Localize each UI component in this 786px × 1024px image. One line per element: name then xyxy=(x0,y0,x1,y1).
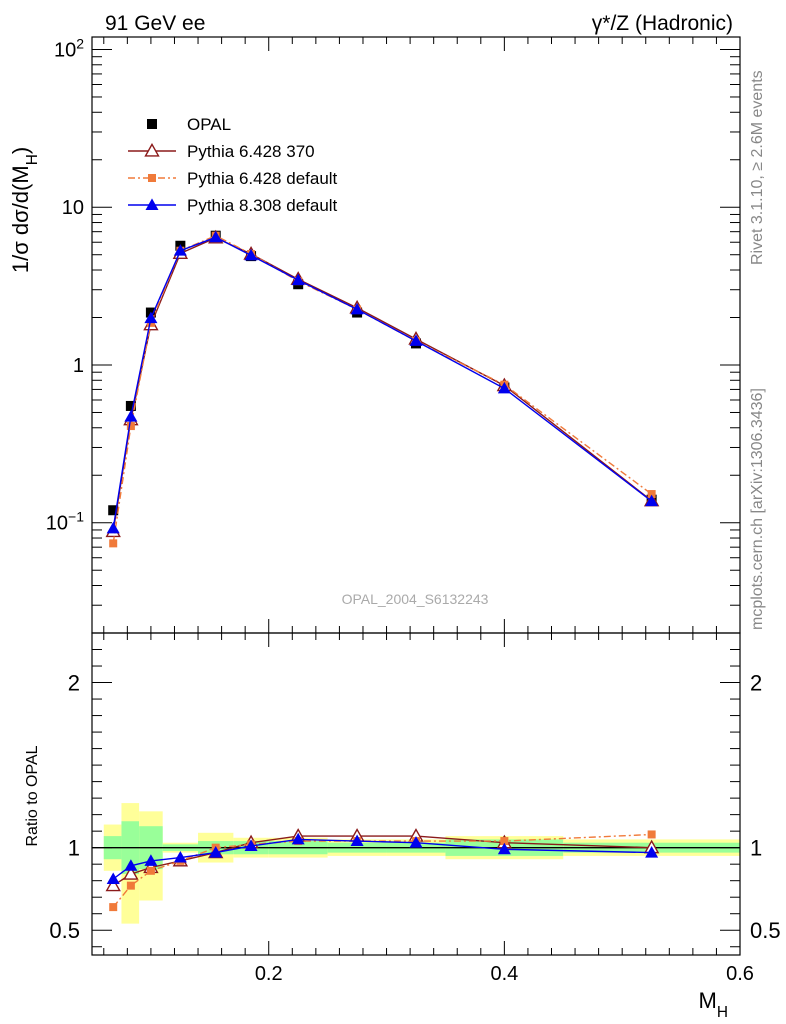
main-point-pythia-8-308-default xyxy=(291,273,305,286)
y-tick-label: 1 xyxy=(73,355,84,377)
main-point-pythia-6-428-default xyxy=(126,422,135,431)
ratio-uncertainty-bands xyxy=(92,803,740,924)
legend-label: Pythia 6.428 370 xyxy=(187,142,315,161)
main-line-pythia-6-428-default xyxy=(112,234,653,544)
main-plot: 10−1 1 10 102 OPAL Pythia 6.428 370 Pythia 6.… xyxy=(8,35,741,634)
ratio-point-pythia-8-308-default xyxy=(291,832,305,845)
main-point-pythia-6-428-default xyxy=(109,539,118,548)
header-right: γ*/Z (Hadronic) xyxy=(592,12,733,35)
ratio-y-axis-label: Ratio to OPAL xyxy=(24,745,41,846)
ratio-point-pythia-8-308-default xyxy=(645,846,659,858)
y-tick-label: 10 xyxy=(62,197,84,219)
ratio-point-pythia-6-428-370 xyxy=(105,877,121,892)
legend-item-pythia-8-308-default: Pythia 8.308 default xyxy=(128,196,338,215)
legend-label: Pythia 6.428 default xyxy=(187,169,338,188)
main-point-pythia-6-428-default xyxy=(647,490,656,499)
main-point-pythia-8-308-default xyxy=(173,244,187,256)
ratio-y-tick-label: 0.5 xyxy=(49,918,80,943)
main-point-pythia-8-308-default xyxy=(645,494,659,507)
header-left: 91 GeV ee xyxy=(105,12,205,35)
ratio-point-pythia-6-428-default xyxy=(647,830,656,839)
main-point-pythia-8-308-default xyxy=(144,311,158,324)
ratio-plot: 0.2 0.4 0.6 0.5 0.5 1 1 2 2 Ratio to OPAL xyxy=(24,632,781,985)
analysis-watermark: OPAL_2004_S6132243 xyxy=(342,591,489,607)
ratio-point-pythia-6-428-default xyxy=(146,866,155,875)
x-axis-label: MH xyxy=(699,988,728,1021)
x-tick-label: 0.6 xyxy=(726,963,754,985)
main-y-axis-label: 1/σ dσ/d(MH) xyxy=(8,147,41,273)
ratio-point-pythia-8-308-default xyxy=(409,836,423,848)
legend-marker xyxy=(145,198,159,210)
y-tick-label: 102 xyxy=(54,35,84,61)
ratio-point-pythia-8-308-default xyxy=(106,872,120,884)
main-point-opal xyxy=(108,505,119,516)
legend: OPAL Pythia 6.428 370 Pythia 6.428 default… xyxy=(128,115,338,215)
main-point-pythia-8-308-default xyxy=(350,302,364,315)
ratio-point-pythia-8-308-default xyxy=(244,839,258,851)
rivet-label: Rivet 3.1.10, ≥ 2.6M events xyxy=(749,70,766,265)
ratio-point-pythia-6-428-default xyxy=(109,903,118,912)
ratio-y-tick-label-right: 1 xyxy=(750,836,762,861)
ratio-point-pythia-8-308-default xyxy=(144,854,158,866)
main-point-opal xyxy=(125,400,136,411)
y-tick-label: 10−1 xyxy=(46,509,84,535)
ratio-frame xyxy=(91,632,741,956)
main-point-pythia-8-308-default xyxy=(409,334,423,346)
ratio-y-tick-label-right: 0.5 xyxy=(750,918,781,943)
ratio-y-tick-label-right: 2 xyxy=(750,671,762,696)
ratio-plot-axes: 0.2 0.4 0.6 0.5 0.5 1 1 2 2 xyxy=(49,632,781,985)
legend-label: Pythia 8.308 default xyxy=(187,196,338,215)
ratio-point-pythia-8-308-default xyxy=(209,846,223,858)
ratio-y-tick-label: 2 xyxy=(68,671,80,696)
x-tick-label: 0.4 xyxy=(490,963,518,985)
ratio-line-pythia-6-428-default xyxy=(112,833,652,908)
legend-label: OPAL xyxy=(187,115,231,134)
main-point-pythia-8-308-default xyxy=(209,230,223,243)
ratio-point-pythia-8-308-default xyxy=(497,842,511,855)
main-point-pythia-8-308-default xyxy=(106,521,120,534)
ratio-point-pythia-8-308-default xyxy=(173,850,187,863)
legend-marker xyxy=(144,142,160,157)
main-plot-marks xyxy=(105,229,660,548)
legend-item-pythia-6-428-370: Pythia 6.428 370 xyxy=(128,142,315,161)
ratio-point-pythia-8-308-default xyxy=(350,834,364,847)
main-line-pythia-8-308-default xyxy=(112,236,653,529)
legend-marker xyxy=(147,119,157,129)
legend-item-opal: OPAL xyxy=(147,115,231,134)
ratio-plot-marks xyxy=(105,828,660,912)
ratio-y-tick-label: 1 xyxy=(68,836,80,861)
x-tick-label: 0.2 xyxy=(255,963,283,985)
ratio-point-pythia-6-428-default xyxy=(126,881,135,890)
mcplots-label: mcplots.cern.ch [arXiv:1306.3436] xyxy=(749,388,766,630)
main-point-pythia-8-308-default xyxy=(124,410,138,422)
main-point-pythia-8-308-default xyxy=(497,381,511,394)
ratio-point-pythia-6-428-default xyxy=(500,837,509,846)
main-line-pythia-6-428-370 xyxy=(112,237,653,532)
ratio-point-pythia-6-428-370 xyxy=(123,866,139,880)
main-point-pythia-8-308-default xyxy=(244,248,258,261)
ratio-point-pythia-8-308-default xyxy=(124,859,138,871)
legend-item-pythia-6-428-default: Pythia 6.428 default xyxy=(128,169,338,188)
legend-marker xyxy=(148,174,156,182)
